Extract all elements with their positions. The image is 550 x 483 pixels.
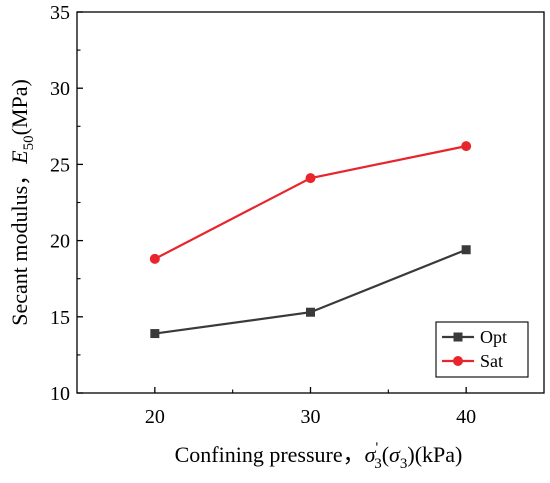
x-title-symbol: σ — [365, 442, 377, 467]
y-tick-label: 35 — [50, 2, 70, 24]
y-tick-label: 10 — [50, 383, 70, 405]
axis-titles: Secant modulus，E50(MPa) Confining pressur… — [7, 79, 462, 472]
data-point-sat — [305, 173, 316, 184]
x-tick-label: 20 — [145, 406, 165, 428]
x-title-paren: ( — [382, 442, 389, 467]
x-tick-label: 30 — [301, 406, 321, 428]
x-title-prefix: Confining pressure， — [175, 442, 365, 467]
y-tick-label: 25 — [50, 154, 70, 176]
axes-layer: 10 15 20 25 30 35 20 30 40 — [50, 2, 545, 428]
x-title-prime: ' — [376, 440, 379, 456]
x-title-subscript: 3 — [374, 456, 382, 472]
y-tick-label: 20 — [50, 231, 70, 253]
legend-label-opt: Opt — [480, 327, 507, 347]
data-point-opt — [150, 329, 160, 339]
y-tick-label: 30 — [50, 78, 70, 100]
data-point-opt — [306, 307, 315, 317]
x-tick-label: 40 — [456, 406, 476, 428]
x-title-symbol-2: σ — [389, 442, 401, 467]
legend-label-sat: Sat — [480, 351, 503, 371]
data-point-opt — [461, 245, 471, 255]
x-title-unit: )(kPa) — [407, 442, 462, 467]
legend-marker-sat — [453, 356, 463, 366]
x-axis-title: Confining pressure，σ' 3(σ3)(kPa) — [175, 440, 463, 472]
y-title-symbol: E — [7, 150, 32, 165]
x-title-subscript-2: 3 — [400, 456, 408, 472]
y-title-unit: (MPa) — [7, 79, 32, 135]
y-title-subscript: 50 — [21, 135, 37, 150]
series-line-sat — [154, 145, 467, 260]
series-layer — [149, 141, 472, 339]
y-title-prefix: Secant modulus， — [7, 164, 32, 326]
data-point-sat — [461, 141, 472, 152]
legend: Opt Sat — [435, 321, 529, 378]
y-tick-label: 15 — [50, 307, 70, 329]
legend-box — [435, 321, 529, 378]
data-point-sat — [149, 253, 160, 264]
series-line-opt — [154, 248, 467, 335]
y-axis-title: Secant modulus，E50(MPa) — [7, 79, 37, 326]
legend-marker-opt — [453, 332, 463, 342]
